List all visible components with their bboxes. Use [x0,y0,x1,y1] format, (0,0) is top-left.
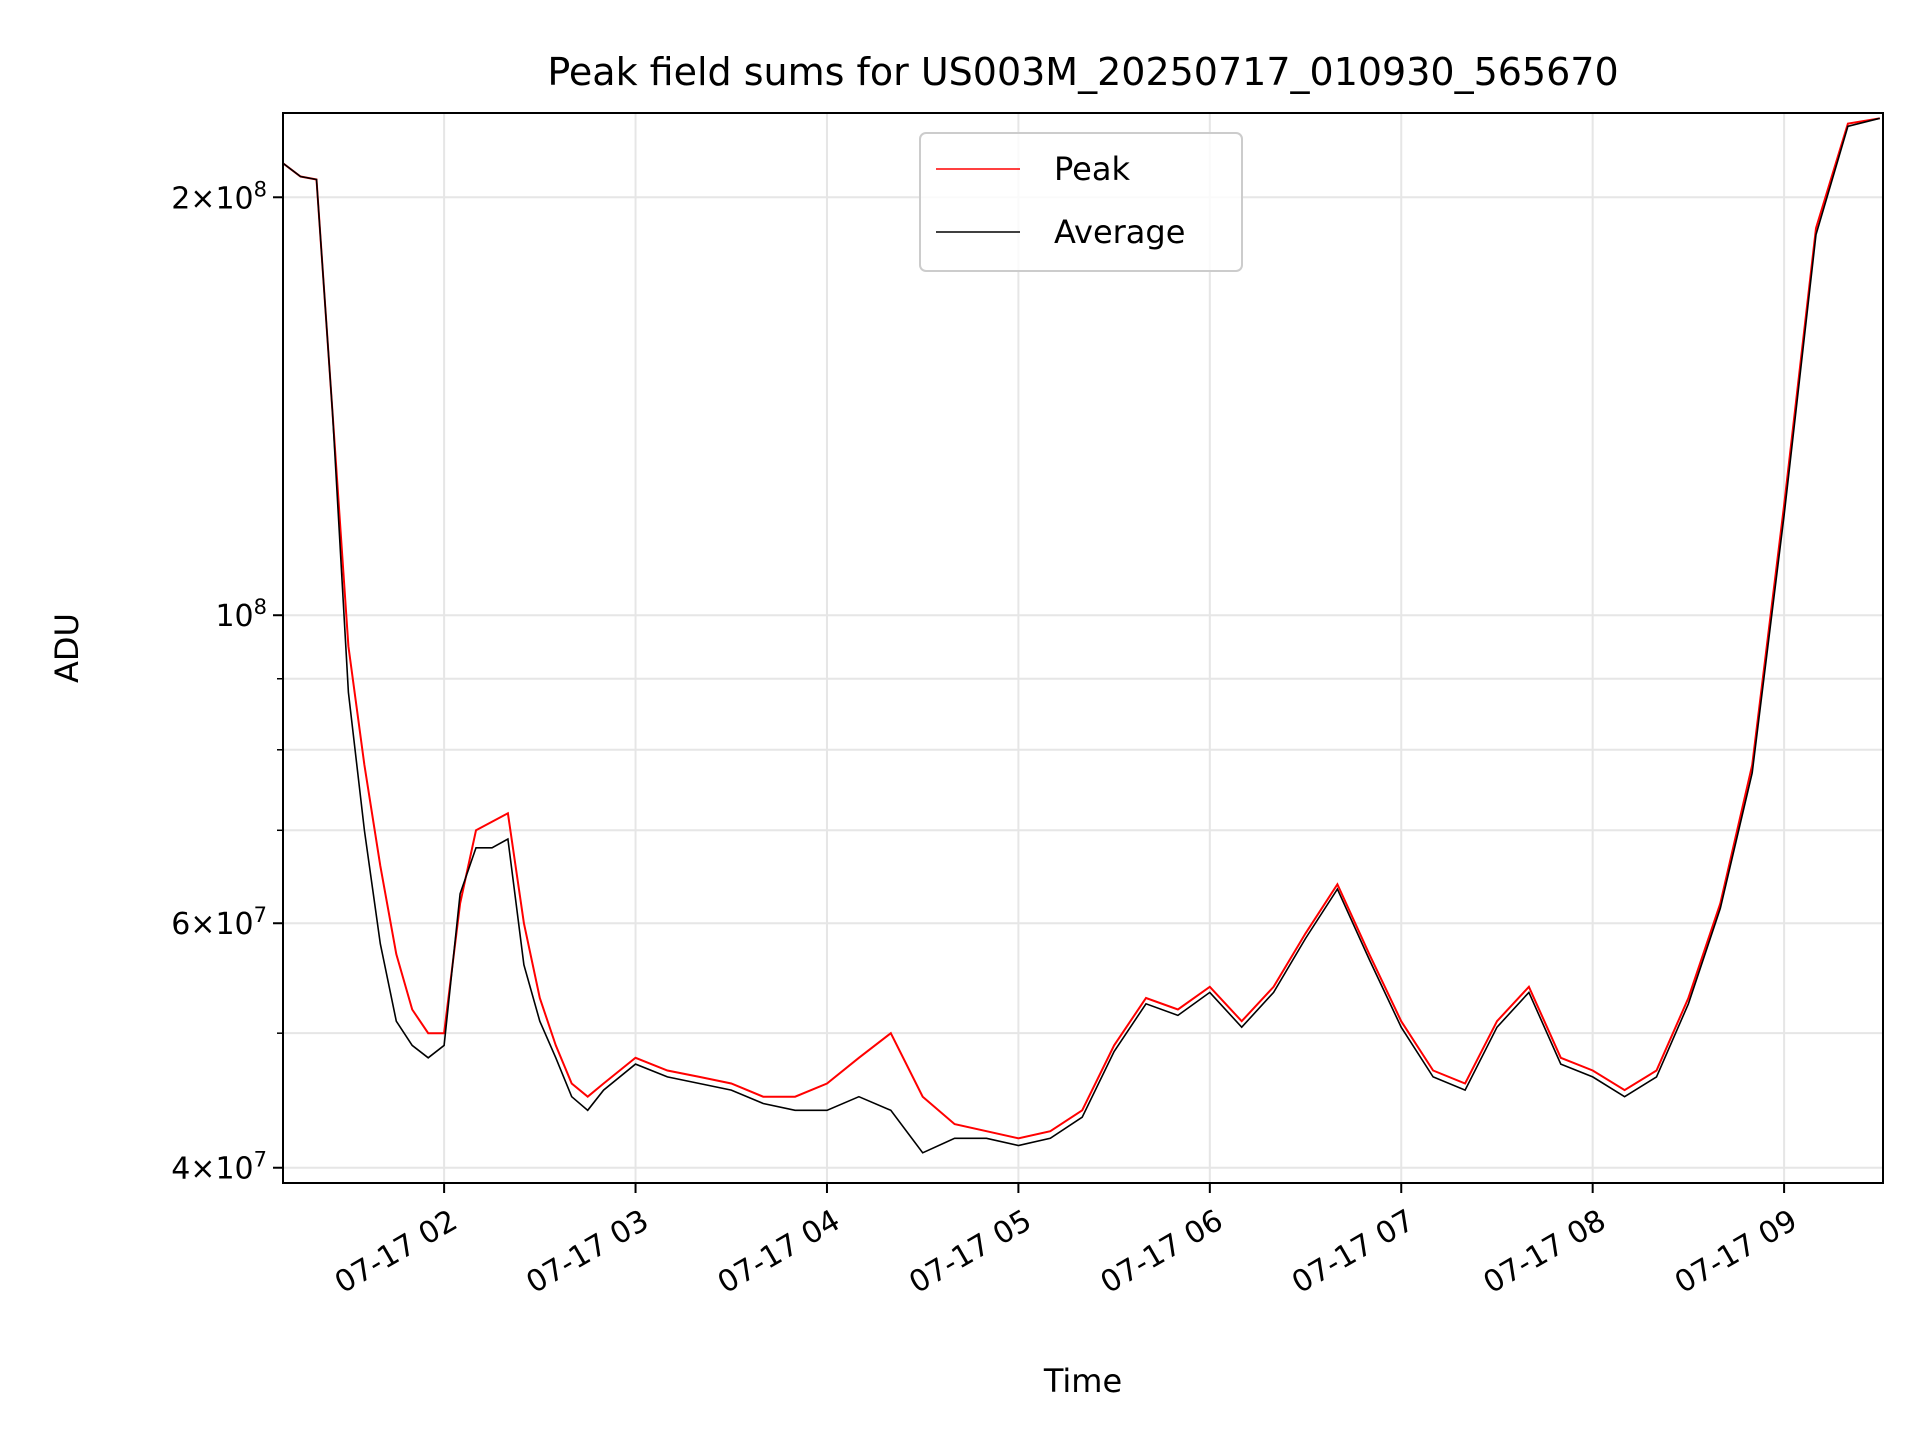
y-tick-label: 108 [215,595,267,634]
series-layer [283,117,1880,1154]
legend-label-average: Average [1054,213,1185,251]
y-axis-label: ADU [48,613,86,683]
x-axis-label: Time [1043,1362,1122,1400]
grid [283,113,1883,1183]
y-tick-label: 6×107 [171,903,267,942]
legend-box [919,132,1243,272]
plot-frame [282,112,1884,1184]
y-tick-label: 4×107 [171,1148,267,1187]
legend: Peak Average [919,132,1243,272]
y-tick-label: 2×108 [171,177,267,216]
chart-title: Peak field sums for US003M_20250717_0109… [547,50,1618,94]
legend-label-peak: Peak [1054,150,1130,188]
y-axis-ticks: 4×107 6×107 108 2×108 [171,177,283,1187]
series-line-peak [283,117,1880,1140]
series-line-average [283,117,1880,1154]
